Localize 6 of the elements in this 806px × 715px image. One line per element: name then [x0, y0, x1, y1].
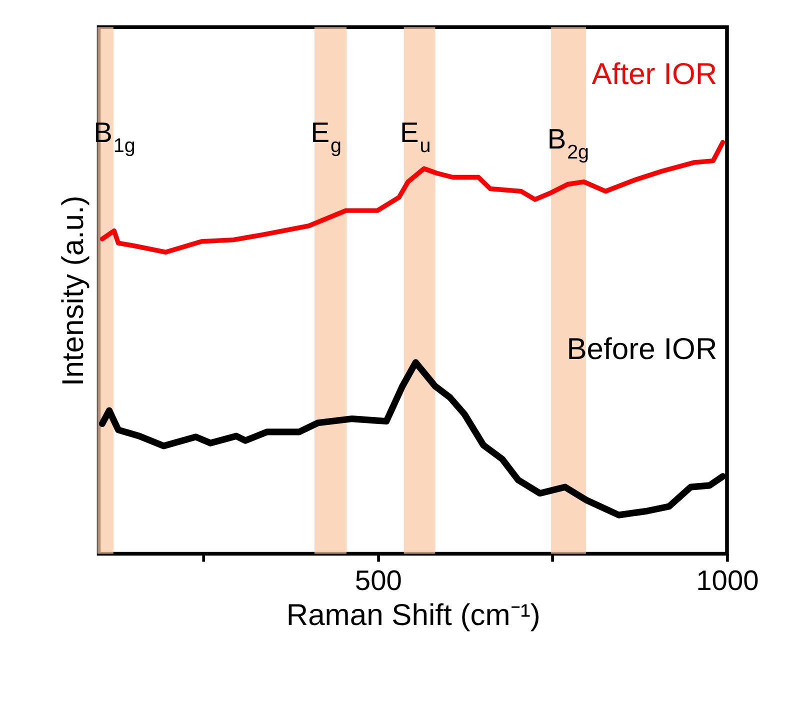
x-axis-title: Raman Shift (cm⁻¹)	[286, 598, 540, 632]
x-tick-label: 1000	[696, 564, 759, 596]
series-label: After IOR	[592, 58, 718, 91]
x-tick-label: 500	[354, 564, 402, 596]
text: Before IOR	[566, 332, 718, 366]
y-axis-title: Intensity (a.u.)	[57, 196, 90, 386]
